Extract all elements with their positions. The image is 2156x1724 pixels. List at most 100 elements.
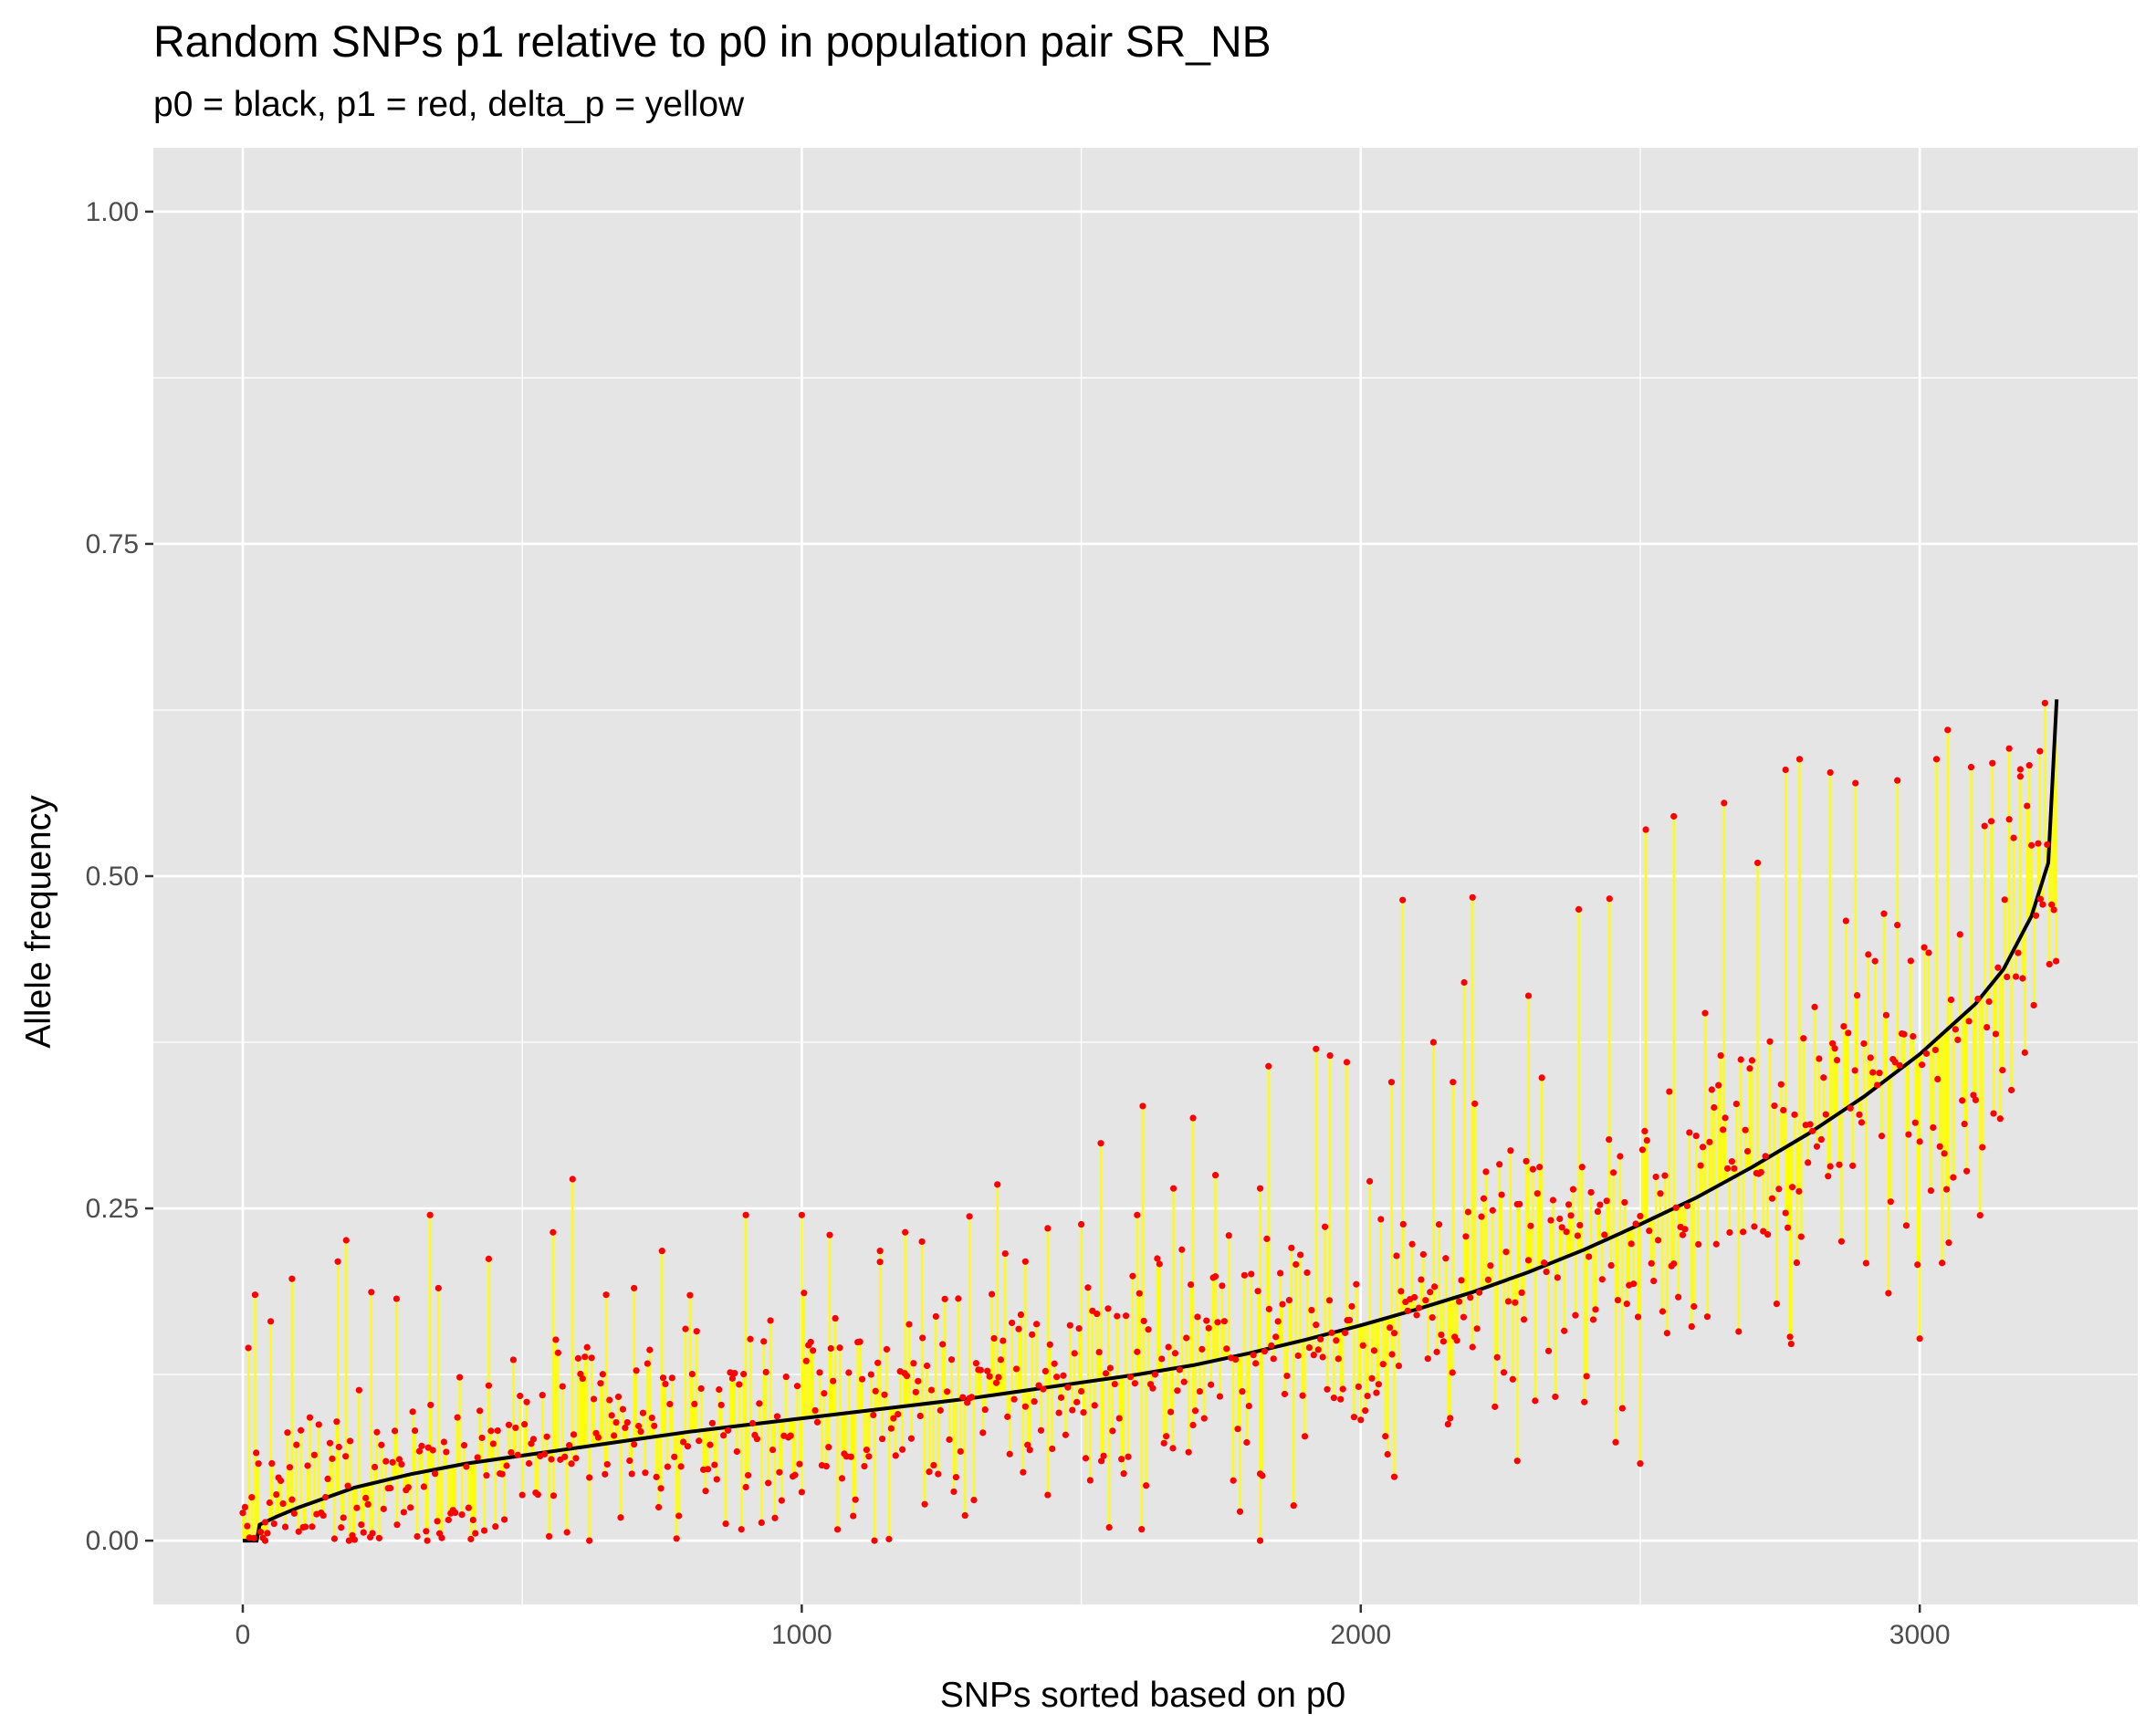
p1-point [658, 1248, 665, 1255]
p1-point [1419, 1250, 1427, 1259]
p1-point [959, 1394, 967, 1401]
p1-point [762, 1368, 769, 1376]
p1-point [950, 1488, 958, 1496]
p1-point [867, 1371, 874, 1378]
p1-point [986, 1373, 993, 1380]
p1-point [310, 1451, 318, 1458]
p1-point [1509, 1375, 1516, 1383]
p1-point [778, 1497, 785, 1504]
p1-point [2012, 973, 2020, 980]
p1-point [1849, 1162, 1857, 1169]
p1-point [1343, 1059, 1351, 1066]
p1-point [438, 1534, 445, 1541]
p1-point [545, 1532, 553, 1540]
p1-point [251, 1291, 259, 1299]
p1-point [458, 1511, 466, 1519]
p1-point [711, 1461, 718, 1468]
p1-point [832, 1314, 839, 1322]
p1-point [288, 1496, 296, 1503]
p1-point [514, 1451, 521, 1458]
p1-point [1035, 1382, 1042, 1389]
p1-point [1174, 1387, 1181, 1395]
p1-point [1136, 1290, 1143, 1297]
p1-point [1983, 1024, 1991, 1031]
p1-point [1120, 1470, 1127, 1478]
p1-point [1565, 1201, 1573, 1208]
p1-point [1498, 1191, 1505, 1198]
p1-point [1732, 1100, 1740, 1108]
p1-point [1782, 766, 1789, 774]
p1-point [1176, 1366, 1183, 1374]
p1-point [1520, 1316, 1528, 1323]
p1-point [1024, 1441, 1031, 1448]
p1-point [1931, 1046, 1939, 1054]
p1-point [412, 1426, 419, 1435]
p1-point [1010, 1395, 1018, 1403]
p1-point [1384, 1450, 1391, 1458]
p1-point [1826, 1163, 1834, 1170]
p1-point [802, 1357, 810, 1364]
p1-point [362, 1494, 370, 1501]
p1-point [720, 1432, 727, 1439]
p1-point [850, 1512, 857, 1520]
p1-point [2048, 901, 2056, 908]
p1-point [1683, 1202, 1691, 1209]
p1-point [505, 1421, 513, 1428]
p1-point [380, 1505, 387, 1512]
p1-point [738, 1526, 745, 1533]
p1-point [821, 1390, 828, 1397]
p1-point [415, 1447, 424, 1455]
p1-point [270, 1520, 277, 1528]
p1-point [1748, 1057, 1756, 1064]
p1-point [1630, 1280, 1638, 1288]
p1-point [1055, 1409, 1062, 1416]
p1-point [1160, 1439, 1167, 1447]
p1-point [1942, 1186, 1951, 1193]
p1-point [1115, 1415, 1123, 1422]
p1-point [1399, 896, 1407, 904]
p1-point [716, 1385, 723, 1394]
p1-point [2001, 896, 2008, 904]
p1-point [1737, 1056, 1744, 1063]
p1-point [1826, 768, 1834, 777]
p1-point [1572, 1311, 1579, 1319]
p1-point [1518, 1289, 1525, 1297]
p1-point [826, 1231, 833, 1238]
p1-point [890, 1415, 897, 1422]
p1-point [1395, 1362, 1403, 1370]
p1-point [1999, 1066, 2006, 1074]
p1-point [1444, 1420, 1451, 1428]
p1-point [642, 1469, 649, 1477]
p1-point [1359, 1342, 1366, 1349]
p1-point [480, 1527, 488, 1534]
p1-point [342, 1237, 350, 1244]
p1-point [586, 1537, 593, 1544]
p1-point [1706, 1138, 1713, 1145]
p1-point [400, 1509, 407, 1516]
p1-point [1922, 1050, 1931, 1058]
p1-point [1829, 1040, 1837, 1047]
p1-point [434, 1518, 441, 1525]
p1-point [1743, 1147, 1752, 1155]
p1-point [1149, 1384, 1156, 1392]
p1-point [1787, 1340, 1795, 1348]
p1-point [1126, 1374, 1135, 1381]
p1-point [1489, 1207, 1496, 1214]
p1-point [1996, 1115, 2004, 1123]
p1-point [1921, 944, 1928, 951]
p1-point [469, 1516, 476, 1524]
p1-point [833, 1526, 842, 1533]
x-tick-label: 2000 [1330, 1620, 1391, 1650]
p1-point [1169, 1445, 1177, 1452]
p1-point [1438, 1331, 1445, 1339]
p1-point [918, 1238, 926, 1246]
p1-point [603, 1460, 611, 1468]
p1-point [1032, 1321, 1041, 1328]
p1-point [1382, 1433, 1389, 1440]
p1-point [878, 1435, 886, 1443]
p1-point [1163, 1433, 1170, 1440]
p1-point [330, 1535, 339, 1542]
p1-point [552, 1336, 560, 1343]
p1-point [1675, 1293, 1682, 1301]
p1-point [286, 1464, 294, 1471]
